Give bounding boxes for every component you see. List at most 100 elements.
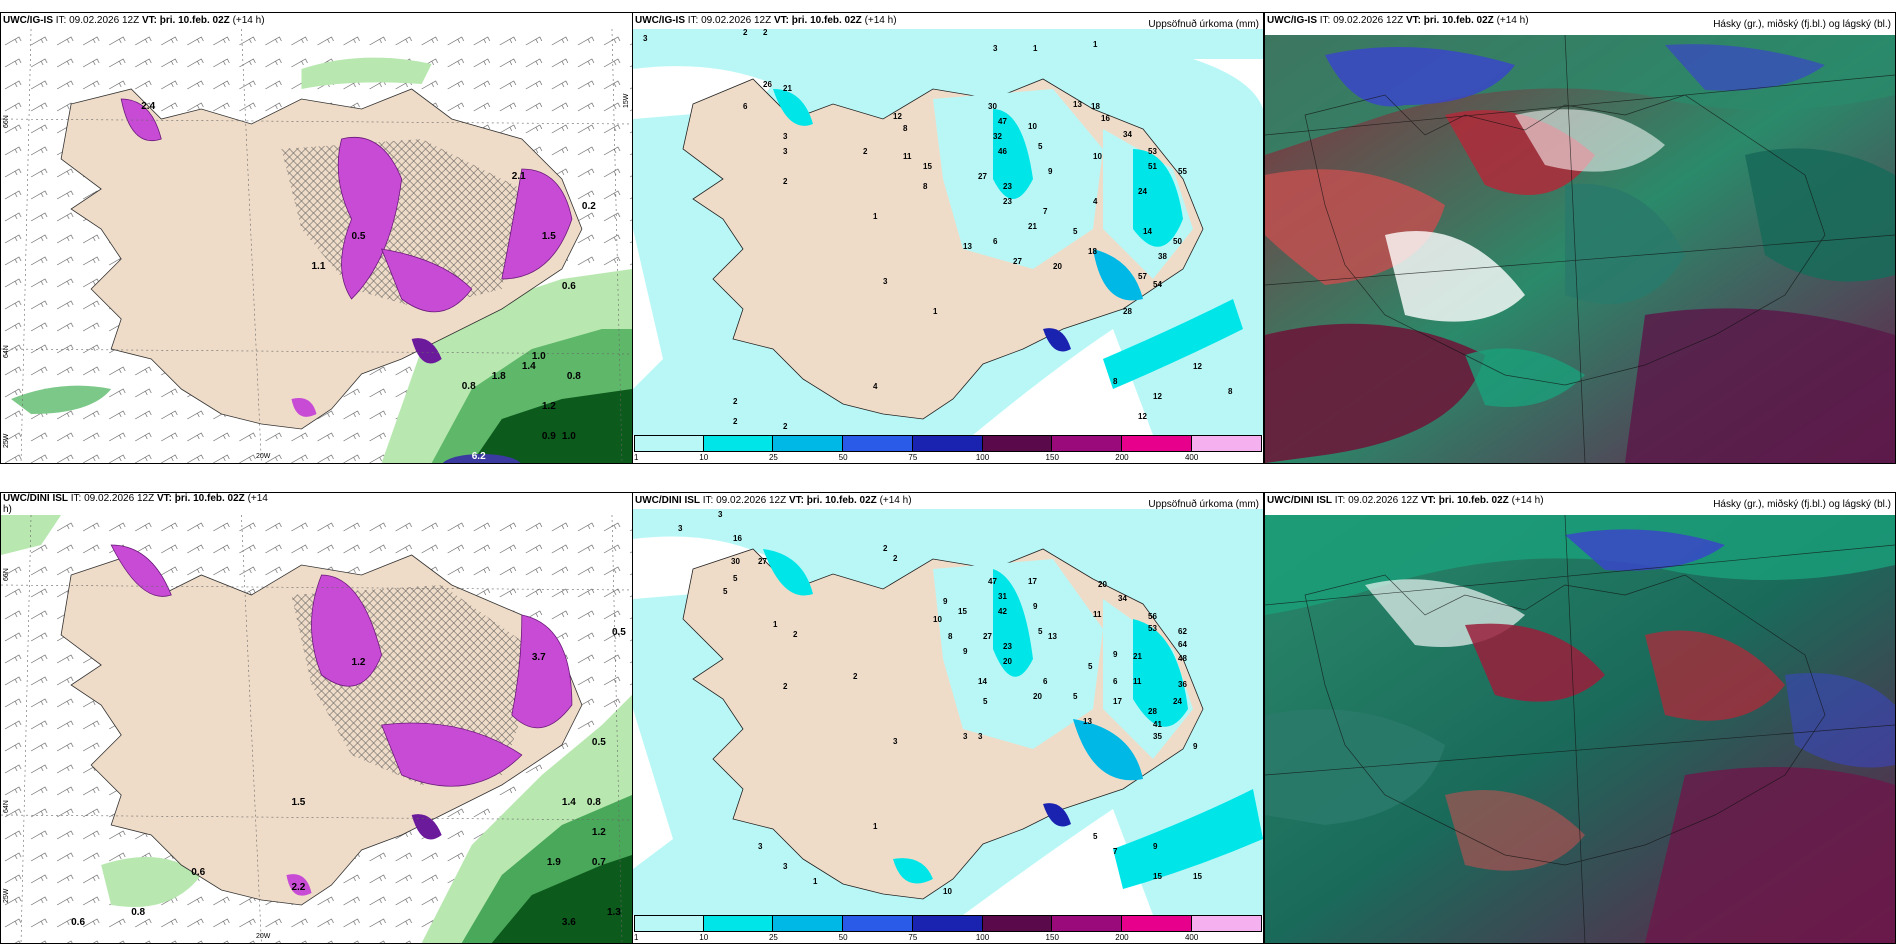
map-svg: 2.4 1.1 1.0 0.5 0.8 2.1 1.5 0.6 0.2 1.8 … xyxy=(1,29,632,463)
value-label: 0.6 xyxy=(191,867,205,878)
value-label: 2 xyxy=(733,397,738,406)
it-label: IT: xyxy=(55,15,67,26)
value-label: 3.7 xyxy=(532,652,546,663)
value-label: 23 xyxy=(1003,197,1012,206)
colorbar-segment xyxy=(1121,915,1192,932)
map-svg xyxy=(1265,515,1895,943)
vt-label: VT: xyxy=(156,493,172,504)
value-label: 2.4 xyxy=(141,101,155,112)
value-label: 21 xyxy=(783,84,792,93)
value-label: 1.2 xyxy=(542,401,556,412)
panel-title: Uppsöfnuð úrkoma (mm) xyxy=(1148,499,1259,510)
lat-label: 25W xyxy=(3,888,10,903)
value-label: 51 xyxy=(1148,162,1157,171)
value-label: 20 xyxy=(1098,580,1107,589)
map-clouds xyxy=(1265,35,1895,463)
value-label: 2 xyxy=(783,422,788,431)
value-label: 3 xyxy=(783,862,788,871)
value-label: 53 xyxy=(1148,624,1157,633)
vt-value: þri. 10.feb. 02Z xyxy=(174,493,245,504)
value-label: 4 xyxy=(873,382,878,391)
value-label: 21 xyxy=(1133,652,1142,661)
map-precipitation: 3 3 2 2 16 30 27 5 5 1 2 9 10 15 8 9 47 … xyxy=(633,509,1263,915)
value-label: 5 xyxy=(733,574,738,583)
colorbar-segment xyxy=(773,435,844,452)
value-label: 12 xyxy=(893,112,902,121)
it-value: 09.02.2026 12Z xyxy=(69,15,140,26)
value-label: 0.5 xyxy=(592,737,606,748)
value-label: 20 xyxy=(1033,692,1042,701)
map-clouds xyxy=(1265,515,1895,943)
colorbar-segment xyxy=(1052,915,1122,932)
value-label: 15 xyxy=(923,162,932,171)
value-label: 2 xyxy=(783,682,788,691)
panel-header: UWC/DINI ISL IT: 09.02.2026 12Z VT: þri.… xyxy=(3,493,268,515)
colorbar-tick: 200 xyxy=(1115,933,1129,942)
map-wind-precip: 0.5 1.2 3.7 2.2 0.6 1.5 0.8 0.7 1.9 1.4 … xyxy=(1,515,632,943)
model-name: UWC/DINI ISL xyxy=(1267,495,1332,506)
value-label: 16 xyxy=(1101,114,1110,123)
value-label: 6 xyxy=(1113,677,1118,686)
value-label: 9 xyxy=(1048,167,1053,176)
value-label: 2 xyxy=(883,544,888,553)
value-label: 50 xyxy=(1173,237,1182,246)
value-label: 36 xyxy=(1178,680,1187,689)
panel-header: UWC/DINI ISL IT: 09.02.2026 12Z VT: þri.… xyxy=(635,495,912,506)
value-label: 13 xyxy=(1048,632,1057,641)
value-label: 1.2 xyxy=(352,657,366,668)
value-label: 10 xyxy=(1028,122,1037,131)
vt-label: VT: xyxy=(788,495,804,506)
lat-label: 25W xyxy=(3,433,10,448)
panel-title: Uppsöfnuð úrkoma (mm) xyxy=(1148,19,1259,30)
vt-label: VT: xyxy=(1405,15,1421,26)
value-label: 6 xyxy=(743,102,748,111)
colorbar-tick: 10 xyxy=(699,453,709,462)
colorbar-tick: 50 xyxy=(838,453,848,462)
value-label: 34 xyxy=(1123,130,1132,139)
value-label: 1.0 xyxy=(532,351,546,362)
lon-label: 20W xyxy=(256,933,271,940)
value-label: 9 xyxy=(963,647,968,656)
colorbar-frame xyxy=(634,435,1262,452)
panel-header: UWC/DINI ISL IT: 09.02.2026 12Z VT: þri.… xyxy=(1267,495,1544,506)
value-label: 3 xyxy=(993,44,998,53)
value-label: 13 xyxy=(1083,717,1092,726)
colorbar-tick: 25 xyxy=(768,453,778,462)
panel-bottom-mid: UWC/DINI ISL IT: 09.02.2026 12Z VT: þri.… xyxy=(632,492,1264,944)
it-value: 09.02.2026 12Z xyxy=(1333,15,1404,26)
map-svg: 3 3 2 2 16 30 27 5 5 1 2 9 10 15 8 9 47 … xyxy=(633,509,1263,915)
lon-label: 20W xyxy=(256,453,271,460)
it-value: 09.02.2026 12Z xyxy=(84,493,155,504)
value-label: 2.2 xyxy=(291,882,305,893)
value-label: 9 xyxy=(943,597,948,606)
value-label: 1.3 xyxy=(607,907,621,918)
value-label: 9 xyxy=(1033,602,1038,611)
value-label: 9 xyxy=(1113,650,1118,659)
value-label: 8 xyxy=(903,124,908,133)
map-svg xyxy=(1265,35,1895,463)
value-label: 12 xyxy=(1193,362,1202,371)
panel-header: UWC/IG-IS IT: 09.02.2026 12Z VT: þri. 10… xyxy=(1267,15,1529,26)
value-label: 7 xyxy=(1043,207,1048,216)
value-label: 30 xyxy=(731,557,740,566)
value-label: 0.5 xyxy=(352,231,366,242)
value-label: 27 xyxy=(758,557,767,566)
value-label: 38 xyxy=(1158,252,1167,261)
model-name: UWC/IG-IS xyxy=(1267,15,1317,26)
value-label: 2 xyxy=(863,147,868,156)
value-label: 4 xyxy=(1093,197,1098,206)
value-label: 54 xyxy=(1153,280,1162,289)
value-label: 47 xyxy=(988,577,997,586)
value-label: 16 xyxy=(733,534,742,543)
value-labels: 0.5 1.2 3.7 2.2 0.6 1.5 0.8 0.7 1.9 1.4 … xyxy=(71,627,626,928)
lead-time-wrap: h) xyxy=(3,504,12,515)
value-label: 1.0 xyxy=(562,431,576,442)
value-label: 6 xyxy=(1043,677,1048,686)
colorbar-segment xyxy=(843,435,913,452)
value-label: 28 xyxy=(1123,307,1132,316)
value-label: 32 xyxy=(993,132,1002,141)
model-name: UWC/IG-IS xyxy=(635,15,685,26)
lead-time: (+14 xyxy=(247,493,268,504)
colorbar-tick: 150 xyxy=(1045,933,1059,942)
colorbar-segment xyxy=(843,915,913,932)
